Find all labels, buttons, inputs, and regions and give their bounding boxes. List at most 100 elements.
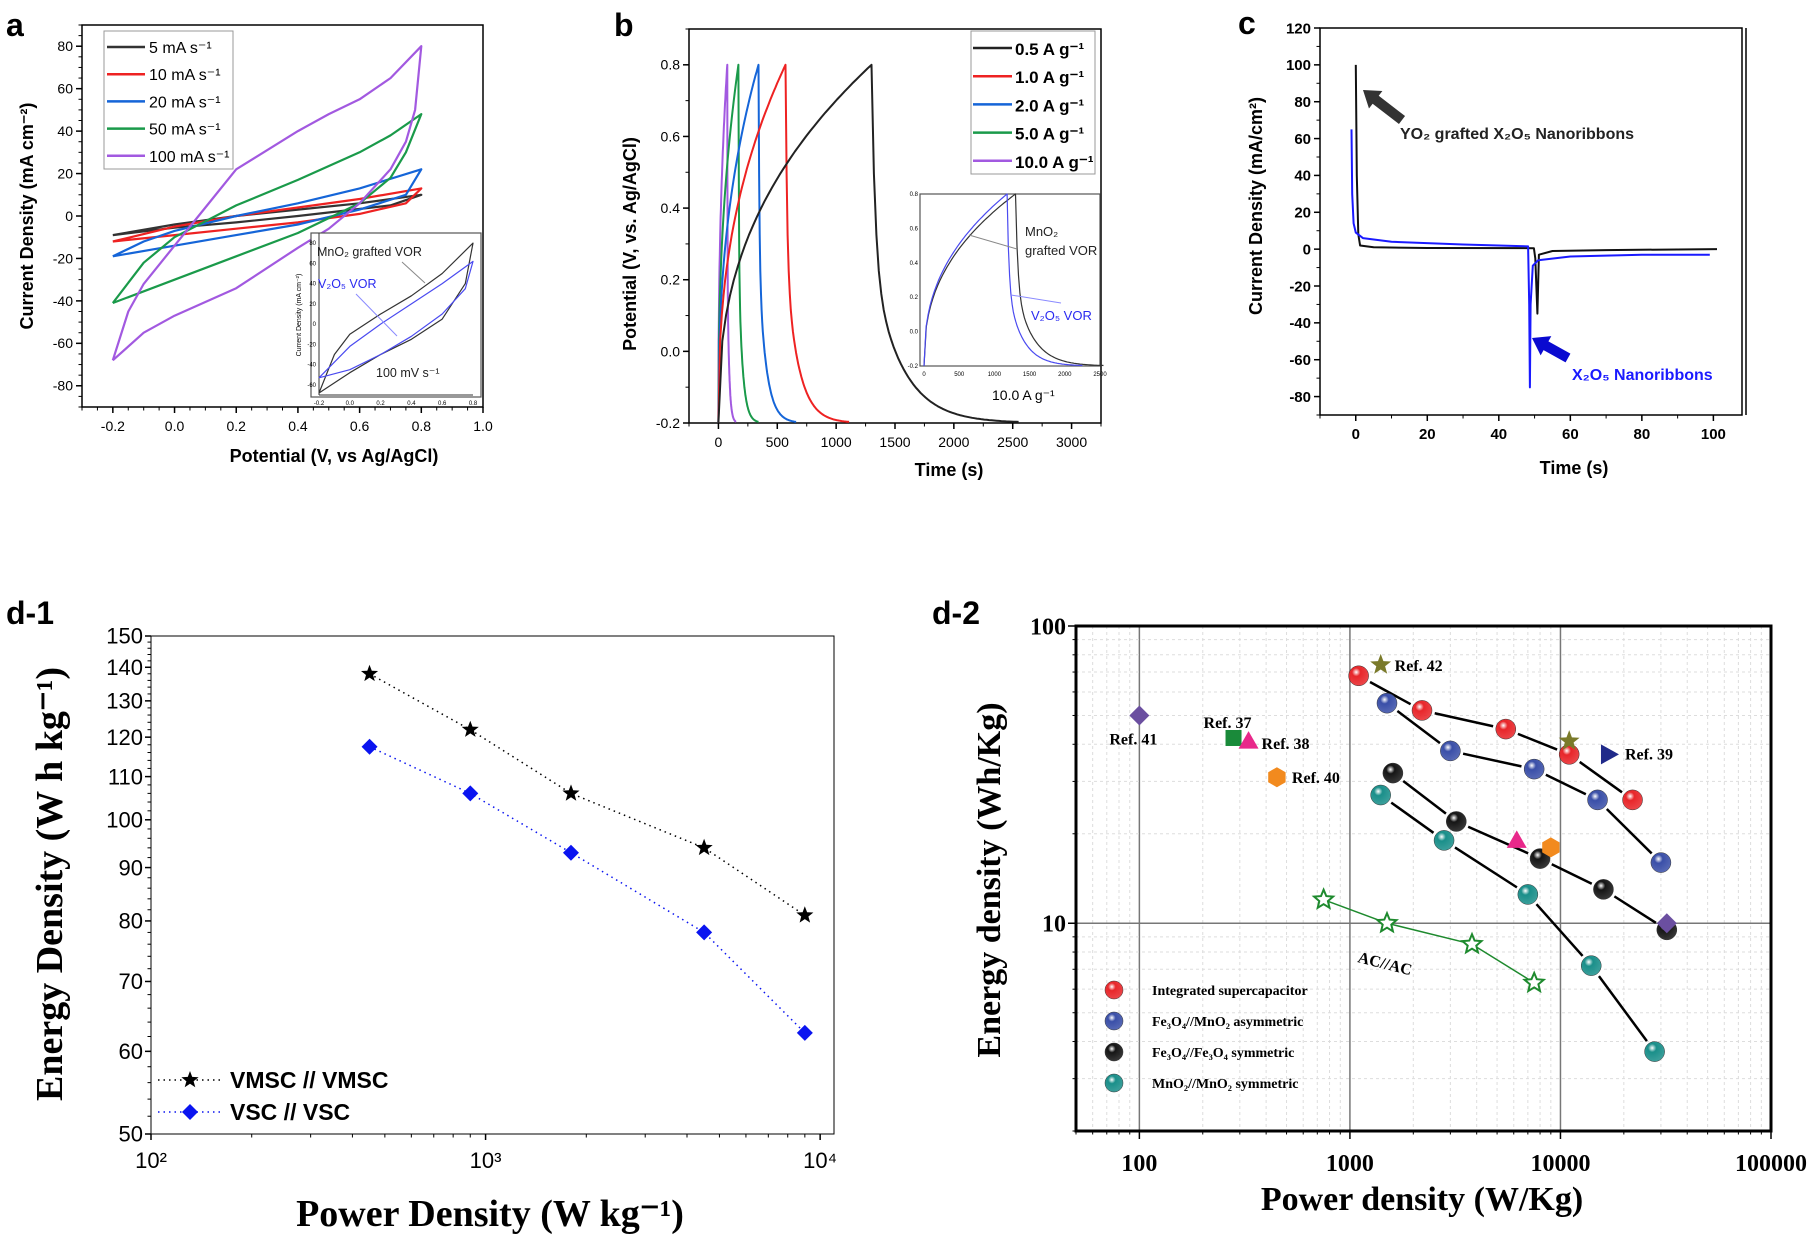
reference-label: Ref. 40 — [1292, 770, 1340, 787]
arrow-icon — [1363, 90, 1406, 124]
series-group-d1 — [361, 664, 814, 1041]
inset-y-tick-label: -0.2 — [908, 364, 919, 370]
legend-label: 50 mA s⁻¹ — [149, 122, 221, 139]
reference-label: Ref. 37 — [1204, 715, 1252, 732]
y-tick-label: 80 — [1294, 94, 1311, 111]
annotation-leader — [1010, 294, 1062, 304]
y-tick-label: 20 — [57, 165, 73, 181]
legend-d2: Integrated supercapacitor Fe₃O₄//MnO₂ asy… — [1104, 980, 1308, 1093]
sphere-marker — [1593, 879, 1614, 900]
legend-label: 10 mA s⁻¹ — [149, 67, 221, 84]
grid-d2 — [1075, 626, 1771, 1131]
x-tick-label: 1000 — [821, 434, 852, 450]
y-tick-label: 20 — [1294, 205, 1311, 222]
reference-label: Ref. 41 — [1109, 731, 1157, 748]
series-connector — [1462, 752, 1522, 768]
x-tick-label: 500 — [766, 434, 790, 450]
y-tick-label: 120 — [1286, 20, 1311, 37]
reference-hexagon-marker — [1542, 837, 1560, 858]
sphere-marker — [1517, 884, 1539, 905]
y-axis-title: Potential (V, vs. Ag/AgCl) — [620, 137, 640, 351]
x-tick-label: 100 — [1121, 1151, 1157, 1177]
legend-d1: VMSC // VMSC VSC // VSC — [158, 1067, 388, 1125]
diamond-marker — [361, 738, 378, 755]
reference-diamond-marker — [1129, 705, 1150, 726]
y-tick-label: 70 — [119, 969, 143, 994]
inset-x-tick-label: 1500 — [1023, 372, 1037, 378]
x-tick-label: 100000 — [1735, 1151, 1807, 1177]
sphere-marker — [1622, 789, 1643, 811]
inset-x-tick-label: 0.4 — [407, 401, 416, 407]
series-connector — [1467, 825, 1529, 855]
inset-x-tick-label: 0.2 — [376, 401, 385, 407]
inset-cv-curve — [318, 260, 474, 379]
legend-label: Fe₃O₄//Fe₃O₄ symmetric — [1152, 1046, 1294, 1061]
inset-gcd-curve — [923, 193, 1104, 367]
x-tick-label: 1000 — [1326, 1151, 1374, 1177]
x-axis-title: Power density (W/Kg) — [1261, 1181, 1583, 1218]
y-tick-label: 60 — [1294, 131, 1311, 148]
legend-label: Integrated supercapacitor — [1152, 984, 1308, 999]
gcd-curve — [717, 63, 737, 424]
x-tick-label: 60 — [1562, 426, 1579, 443]
plot-frame — [1319, 27, 1743, 416]
star-marker — [796, 906, 814, 923]
x-tick-label: 10000 — [1530, 1151, 1590, 1177]
x-tick-label: 3000 — [1056, 434, 1087, 450]
y-tick-label: -40 — [1289, 315, 1311, 332]
x-tick-label: 10³ — [470, 1148, 502, 1173]
inset-y-tick-label: 40 — [309, 282, 316, 288]
y-tick-label: 0.0 — [661, 343, 681, 359]
inset-y-tick-label: -20 — [307, 342, 316, 348]
diamond-marker — [462, 785, 479, 802]
y-tick-label: 120 — [106, 725, 143, 750]
legend-label: 100 mA s⁻¹ — [149, 149, 229, 166]
panel-label-b: b — [614, 7, 634, 43]
legend-sphere-marker — [1104, 1042, 1124, 1062]
inset-b: 0 500 1000 1500 2000 2500 -0.2 0.0 0.2 0.4 0.6 0.8 M… — [908, 192, 1108, 403]
legend-label: 0.5 A g⁻¹ — [1015, 40, 1084, 59]
reference-diamond-marker — [1656, 913, 1677, 934]
y-tick-label: 90 — [119, 855, 143, 880]
plot-frame — [150, 635, 835, 1135]
inset-x-tick-label: 0 — [922, 372, 926, 378]
y-tick-label: 100 — [1286, 57, 1311, 74]
y-axis-title: Current Density (mA/cm²) — [1246, 97, 1266, 315]
x-tick-label: 0.4 — [288, 418, 308, 434]
inset-annotation: V₂O₅ VOR — [1031, 308, 1092, 323]
diamond-marker — [562, 844, 579, 861]
inset-y-tick-label: 0 — [313, 322, 317, 328]
inset-y-tick-label: 80 — [309, 241, 316, 247]
legend-label: MnO₂//MnO₂ symmetric — [1152, 1077, 1298, 1092]
sphere-marker — [1440, 740, 1461, 762]
ac-series-label: AC//AC — [1356, 949, 1414, 979]
legend-star-marker — [181, 1071, 199, 1088]
inset-annotation: grafted VOR — [1025, 243, 1097, 258]
inset-x-tick-label: 0.0 — [346, 401, 355, 407]
sphere-marker — [1376, 692, 1398, 714]
legend-label: VMSC // VMSC — [230, 1067, 388, 1093]
y-tick-label: -20 — [53, 250, 73, 266]
legend-label: 2.0 A g⁻¹ — [1015, 96, 1084, 115]
axes-a: -0.2 0.0 0.2 0.4 0.6 0.8 1.0 -80 -60 -40 -20 0 20 40 6… — [17, 24, 493, 466]
reference-square-marker — [1225, 729, 1242, 746]
annotation-leader — [968, 234, 1018, 250]
gcd-curve — [717, 63, 760, 424]
sphere-marker — [1433, 830, 1455, 851]
panel-label-a: a — [6, 7, 24, 43]
y-tick-label: 60 — [119, 1039, 143, 1064]
x-tick-label: 10⁴ — [803, 1148, 837, 1173]
legend-label: 10.0 A g⁻¹ — [1015, 153, 1094, 172]
inset-x-tick-label: 2000 — [1058, 372, 1072, 378]
y-tick-label: 100 — [106, 807, 143, 832]
inset-x-tick-label: -0.2 — [314, 401, 325, 407]
x-tick-label: 0.6 — [350, 418, 370, 434]
reference-label: Ref. 39 — [1625, 746, 1673, 763]
x-tick-label: 100 — [1701, 426, 1726, 443]
y-tick-label: 40 — [57, 123, 73, 139]
y-tick-label: 140 — [106, 655, 143, 680]
open-star-marker — [1460, 931, 1484, 955]
y-tick-label: -40 — [53, 293, 73, 309]
y-tick-label: -60 — [1289, 352, 1311, 369]
